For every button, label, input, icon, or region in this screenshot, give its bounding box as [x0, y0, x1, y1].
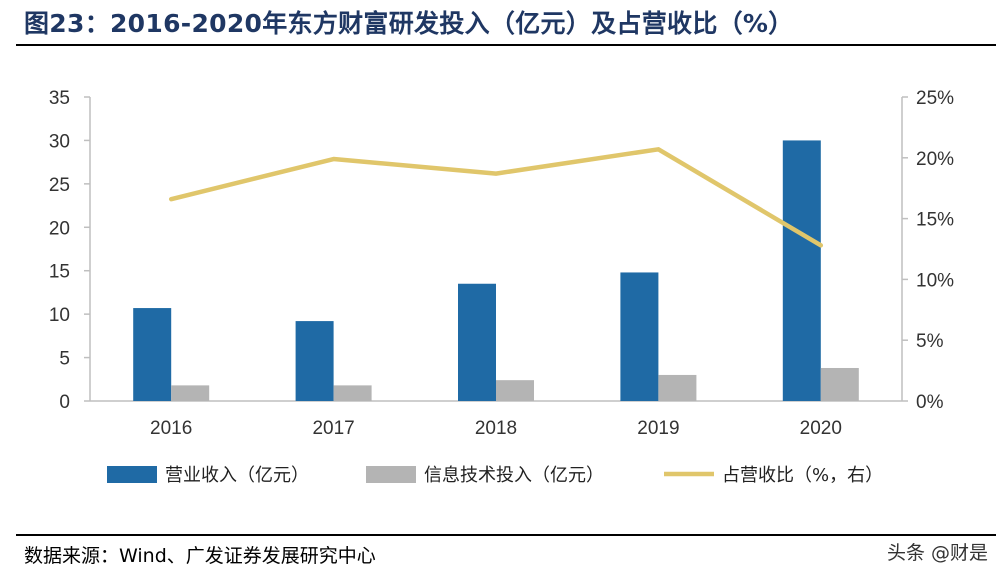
right-tick-label: 10% [916, 270, 954, 291]
it-investment-bar [658, 374, 697, 401]
legend: 营业收入（亿元） 信息技术投入（亿元） 占营收比（%，右） [107, 465, 883, 486]
left-tick-label: 35 [49, 88, 70, 109]
revenue-bar [782, 140, 821, 401]
revenue-bar [133, 308, 172, 401]
source-note: 数据来源：Wind、广发证券发展研究中心 [24, 545, 376, 567]
chart: 0 5 10 15 20 25 30 35 0% 5% 10% 15% 20% 25% 2016 2017 20… [49, 88, 954, 486]
left-tick-label: 30 [49, 131, 70, 152]
it-investment-bar [820, 367, 859, 401]
title-rule [16, 44, 996, 46]
legend-swatch-it [366, 466, 416, 483]
revenue-bar [458, 283, 496, 401]
legend-swatch-revenue [107, 466, 157, 483]
left-tick-label: 15 [49, 262, 70, 283]
revenue-bar [620, 272, 659, 401]
x-tick-label: 2016 [150, 418, 192, 439]
ratio-line [168, 147, 824, 248]
legend-label-it: 信息技术投入（亿元） [424, 465, 604, 486]
ratio-series-line [168, 147, 824, 248]
right-tick-label: 20% [916, 149, 954, 170]
x-tick-label: 2020 [800, 418, 842, 439]
legend-label-revenue: 营业收入（亿元） [165, 465, 309, 486]
left-tick-label: 10 [49, 305, 70, 326]
right-tick-label: 0% [916, 392, 944, 413]
left-tick-label: 20 [49, 218, 70, 239]
right-tick-label: 25% [916, 88, 954, 109]
left-tick-label: 25 [49, 175, 70, 196]
x-tick-label: 2019 [637, 418, 679, 439]
it-investment-bar [171, 385, 210, 401]
watermark: 头条 @财是 [886, 542, 988, 564]
left-tick-label: 0 [59, 392, 70, 413]
left-tick-label: 5 [59, 349, 70, 370]
axes: 0 5 10 15 20 25 30 35 0% 5% 10% 15% 20% 25% 2016 2017 20… [49, 88, 954, 439]
chart-title: 图23：2016-2020年东方财富研发投入（亿元）及占营收比（%） [24, 9, 794, 38]
right-tick-label: 15% [916, 210, 954, 231]
revenue-bar [295, 321, 334, 401]
legend-label-ratio: 占营收比（%，右） [722, 465, 883, 486]
x-tick-label: 2018 [475, 418, 517, 439]
it-investment-bar [333, 385, 372, 401]
it-investment-bar [496, 380, 534, 401]
right-tick-label: 5% [916, 331, 944, 352]
x-tick-label: 2017 [312, 418, 354, 439]
bars [133, 140, 859, 401]
source-rule [16, 534, 996, 536]
